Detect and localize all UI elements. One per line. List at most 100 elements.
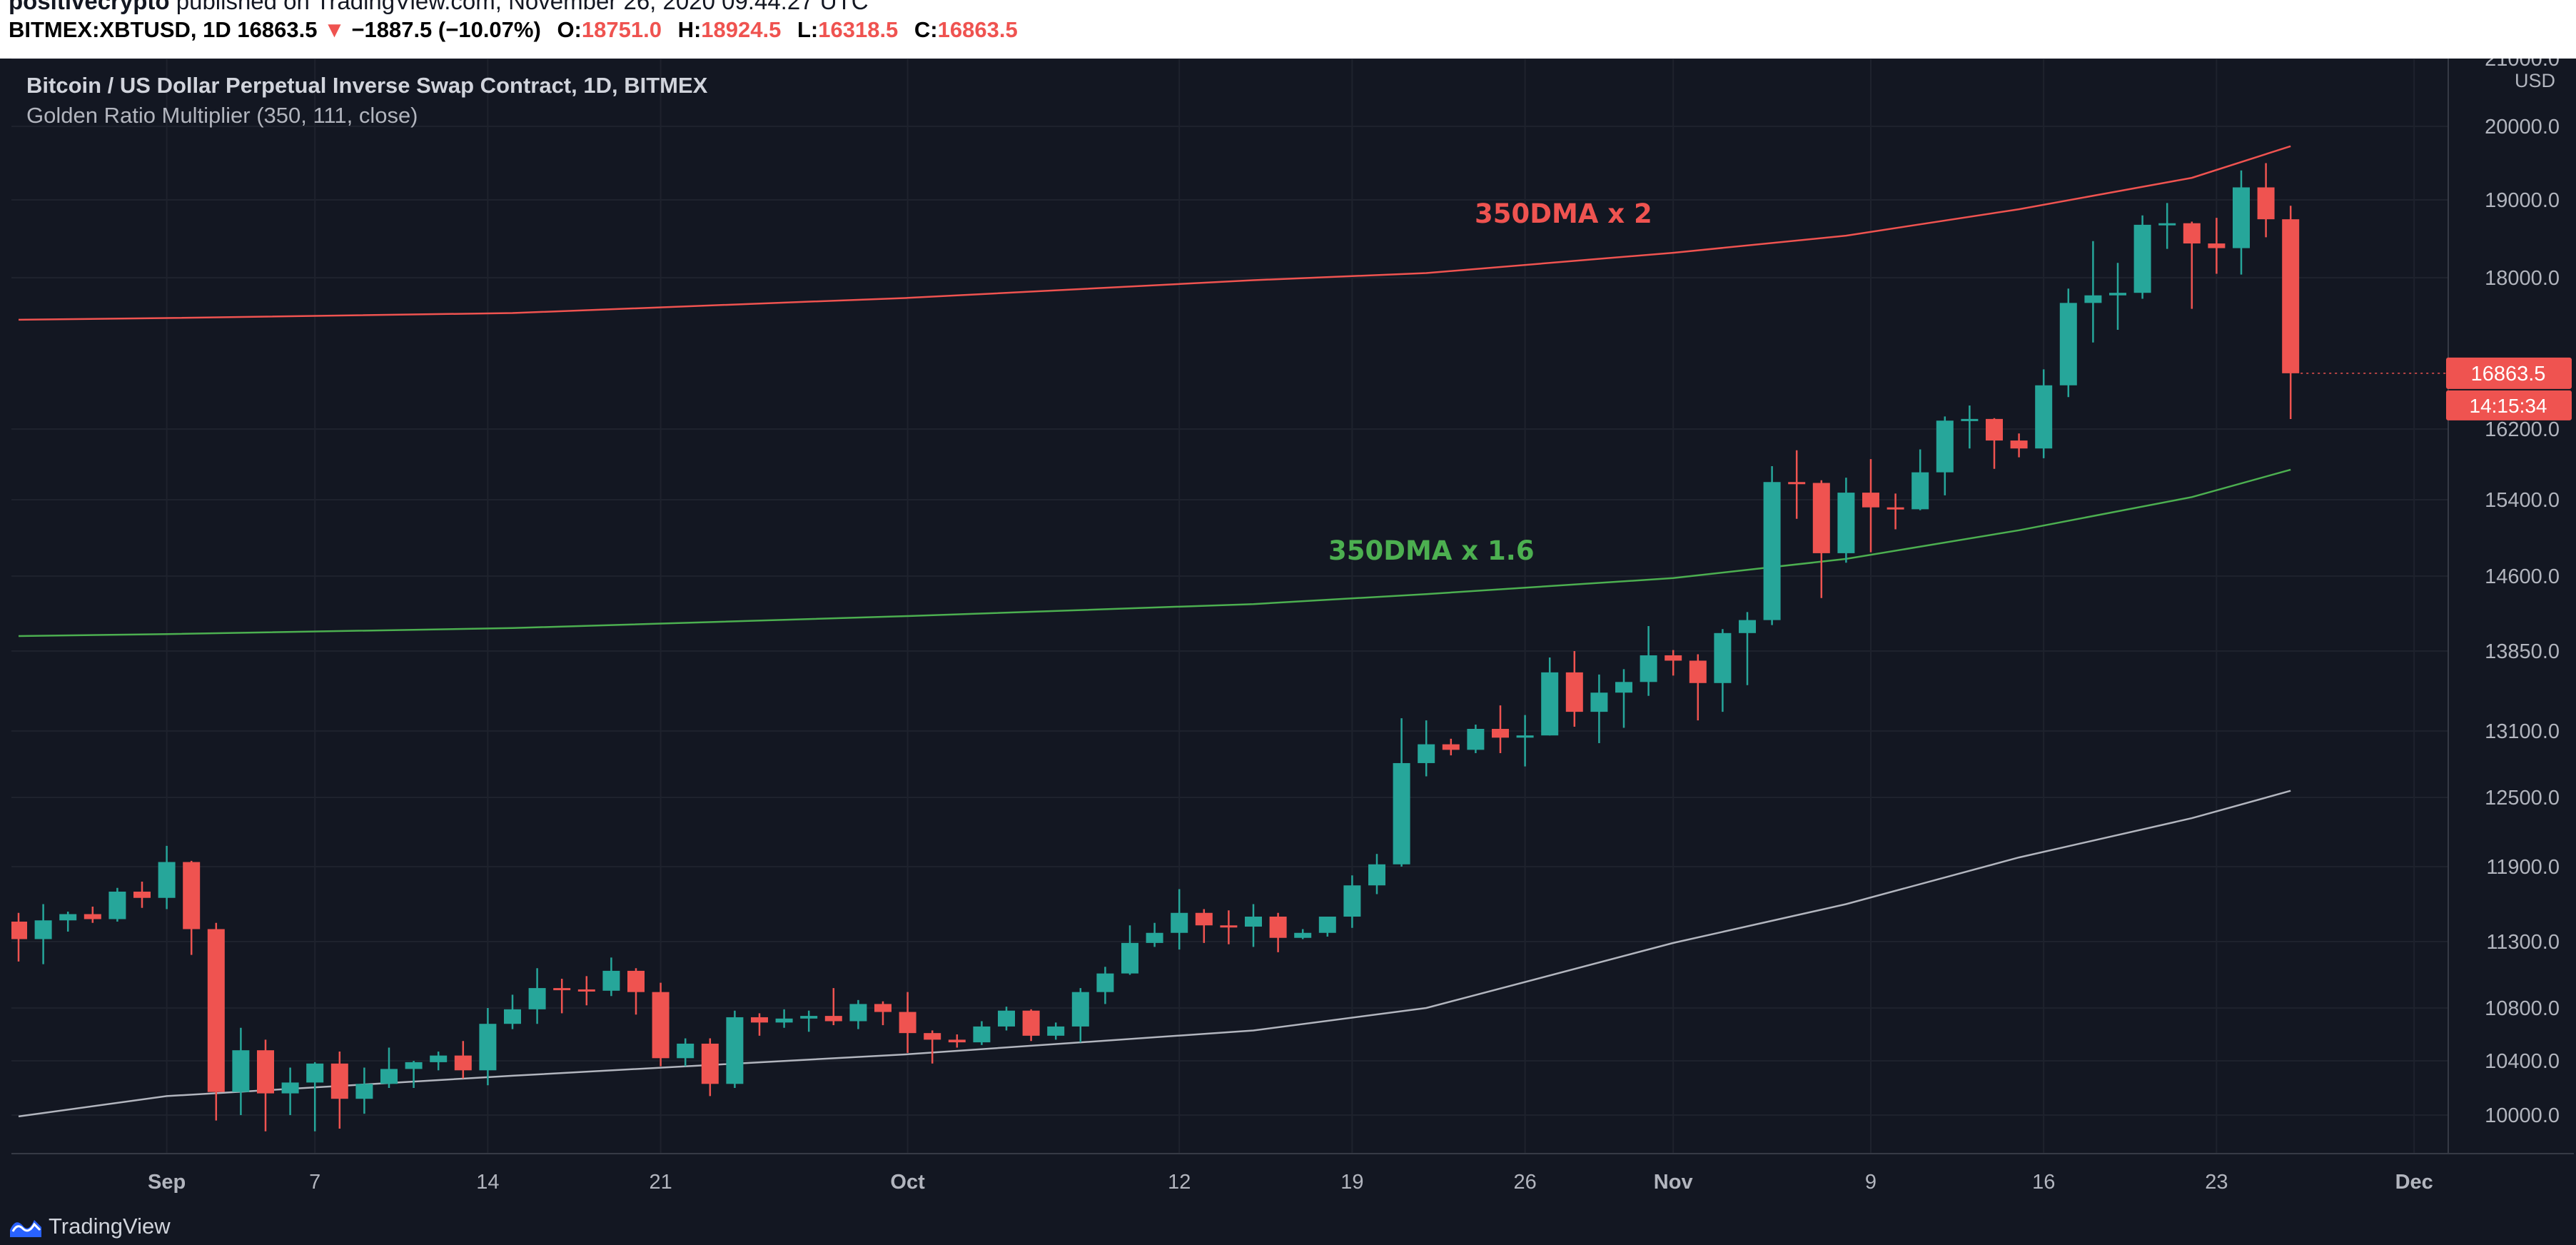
candle-body[interactable] — [652, 992, 670, 1059]
candle-body[interactable] — [207, 929, 225, 1092]
candle-body[interactable] — [677, 1043, 694, 1059]
candle-body[interactable] — [405, 1062, 423, 1069]
candle-body[interactable] — [775, 1018, 793, 1023]
candle-body[interactable] — [1812, 483, 1830, 553]
candle-body[interactable] — [1269, 917, 1287, 938]
candle-body[interactable] — [627, 970, 645, 992]
candle-body[interactable] — [824, 1016, 842, 1022]
candle-body[interactable] — [1171, 912, 1188, 933]
candle-body[interactable] — [1368, 864, 1385, 886]
candle-body[interactable] — [1615, 682, 1632, 693]
tradingview-logo[interactable]: TradingView — [9, 1214, 171, 1239]
candle-body[interactable] — [1714, 632, 1732, 683]
candle-body[interactable] — [1245, 917, 1262, 927]
annotation-label[interactable]: 350DMA x 1.6 — [1328, 535, 1535, 566]
candle-body[interactable] — [577, 989, 595, 992]
candle-body[interactable] — [1936, 420, 1954, 473]
candle-body[interactable] — [2233, 187, 2250, 248]
candle-body[interactable] — [158, 862, 176, 898]
candle-body[interactable] — [430, 1055, 448, 1062]
candle-body[interactable] — [800, 1016, 818, 1019]
candle-body[interactable] — [1442, 744, 1460, 750]
candle-body[interactable] — [948, 1039, 966, 1043]
candle-body[interactable] — [183, 862, 201, 929]
candle-body[interactable] — [973, 1026, 991, 1043]
candle-body[interactable] — [306, 1063, 324, 1083]
candle-body[interactable] — [11, 922, 27, 939]
candle-body[interactable] — [2183, 223, 2201, 244]
candle-body[interactable] — [1343, 885, 1361, 917]
indicator-label[interactable]: Golden Ratio Multiplier (350, 111, close… — [26, 103, 418, 128]
candle-body[interactable] — [1837, 493, 1855, 553]
candle-body[interactable] — [2059, 303, 2077, 385]
candle-body[interactable] — [2035, 385, 2053, 449]
candle-body[interactable] — [1071, 992, 1089, 1027]
candle-body[interactable] — [454, 1055, 472, 1071]
candle-body[interactable] — [1689, 660, 1707, 683]
candle-body[interactable] — [232, 1050, 250, 1092]
candle-body[interactable] — [1294, 932, 1312, 938]
candle-body[interactable] — [330, 1063, 348, 1099]
candle-body[interactable] — [1986, 418, 2003, 441]
candle-body[interactable] — [1739, 620, 1756, 633]
candle-body[interactable] — [924, 1033, 941, 1040]
candle-body[interactable] — [874, 1004, 892, 1012]
candle-body[interactable] — [1961, 418, 1979, 421]
candle-body[interactable] — [1022, 1010, 1040, 1036]
candle-body[interactable] — [1541, 672, 1559, 736]
candle-body[interactable] — [1911, 472, 1929, 510]
candle-body[interactable] — [2133, 224, 2151, 293]
candle-body[interactable] — [1640, 655, 1657, 682]
candle-body[interactable] — [1467, 729, 1485, 750]
candle-body[interactable] — [1393, 762, 1410, 865]
candle-body[interactable] — [1121, 942, 1138, 974]
candlestick-chart[interactable]: 350DMA x 2 350DMA x 1.6 10000.0 10400.0 1080… — [11, 59, 2574, 1201]
candle-body[interactable] — [479, 1024, 497, 1071]
candle-body[interactable] — [899, 1012, 916, 1034]
candle-body[interactable] — [701, 1043, 719, 1084]
candle-body[interactable] — [1047, 1026, 1065, 1036]
candle-body[interactable] — [257, 1050, 274, 1094]
candle-body[interactable] — [1195, 912, 1213, 926]
candle-body[interactable] — [1665, 655, 1682, 661]
candle-body[interactable] — [2158, 223, 2176, 226]
candle-body[interactable] — [1220, 925, 1238, 928]
candle-body[interactable] — [133, 892, 151, 898]
ma-line-0[interactable] — [18, 145, 2291, 321]
candle-body[interactable] — [355, 1084, 373, 1099]
candle-body[interactable] — [1418, 744, 1435, 763]
candle-body[interactable] — [553, 988, 571, 991]
candle-body[interactable] — [1318, 917, 1336, 933]
candle-body[interactable] — [751, 1017, 768, 1023]
candle-body[interactable] — [1565, 672, 1583, 712]
candle-body[interactable] — [2084, 295, 2102, 303]
candle-body[interactable] — [2257, 187, 2275, 220]
candle-body[interactable] — [380, 1069, 398, 1084]
candle-body[interactable] — [2109, 293, 2126, 296]
candle-body[interactable] — [1096, 973, 1114, 992]
candle-body[interactable] — [2282, 219, 2300, 373]
candle-body[interactable] — [1862, 493, 1879, 508]
candle-body[interactable] — [504, 1009, 521, 1024]
candle-body[interactable] — [2010, 440, 2028, 449]
chart-panel[interactable]: 350DMA x 2 350DMA x 1.6 10000.0 10400.0 1080… — [11, 59, 2574, 1201]
candle-body[interactable] — [602, 970, 620, 991]
candle-body[interactable] — [59, 914, 77, 921]
candle-body[interactable] — [998, 1010, 1015, 1027]
candle-body[interactable] — [726, 1017, 744, 1084]
candle-body[interactable] — [1788, 482, 1806, 485]
chart-title[interactable]: Bitcoin / US Dollar Perpetual Inverse Sw… — [26, 73, 708, 98]
candle-body[interactable] — [1516, 735, 1534, 738]
symbol-label[interactable]: BITMEX:XBTUSD, 1D — [9, 17, 231, 42]
candle-body[interactable] — [34, 920, 52, 939]
candle-body[interactable] — [108, 892, 126, 919]
candle-body[interactable] — [849, 1004, 867, 1022]
candle-body[interactable] — [2208, 243, 2226, 248]
ma-line-1[interactable] — [18, 468, 2291, 637]
candle-body[interactable] — [281, 1082, 299, 1094]
candle-body[interactable] — [1763, 482, 1781, 620]
author-name[interactable]: positivecrypto — [9, 0, 170, 14]
candle-body[interactable] — [1492, 729, 1509, 738]
candle-body[interactable] — [1146, 932, 1163, 943]
candle-body[interactable] — [528, 988, 546, 1009]
